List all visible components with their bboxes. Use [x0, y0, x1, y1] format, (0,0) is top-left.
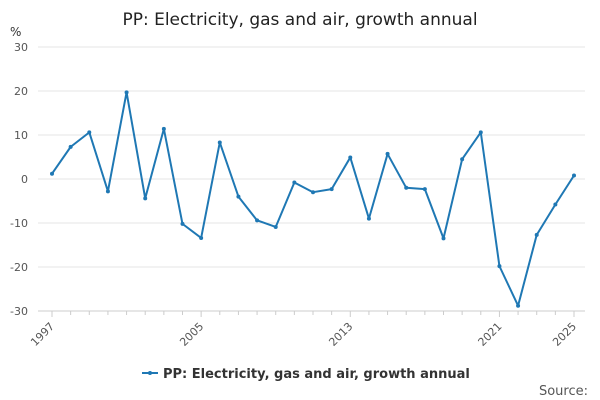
data-point[interactable]: [87, 130, 92, 135]
series-layer: [50, 90, 576, 308]
data-point[interactable]: [236, 194, 241, 199]
legend-marker-swatch: [148, 371, 152, 375]
x-tick-label: 2021: [476, 320, 505, 349]
y-axis-unit-label: %: [10, 25, 21, 39]
x-axis: [38, 310, 585, 317]
y-tick-label: -20: [10, 261, 28, 274]
data-point[interactable]: [572, 173, 576, 178]
data-point[interactable]: [292, 180, 297, 185]
data-point[interactable]: [105, 189, 110, 194]
data-point[interactable]: [124, 90, 129, 95]
data-point[interactable]: [404, 185, 409, 190]
y-tick-label: 0: [21, 173, 28, 186]
x-tick-label: 2005: [177, 320, 206, 349]
data-point[interactable]: [217, 140, 222, 145]
data-point[interactable]: [366, 216, 371, 221]
chart-title: PP: Electricity, gas and air, growth ann…: [122, 10, 477, 30]
x-tick-label: 1997: [28, 320, 57, 349]
data-point[interactable]: [329, 187, 334, 192]
data-point[interactable]: [199, 235, 204, 240]
y-tick-label: 30: [14, 41, 28, 54]
series-line: [51, 91, 575, 307]
data-point[interactable]: [180, 221, 185, 226]
data-point[interactable]: [460, 157, 465, 162]
source-label: Source:: [539, 384, 588, 399]
legend-label: PP: Electricity, gas and air, growth ann…: [163, 367, 470, 382]
x-tick-label: 2013: [326, 320, 355, 349]
legend[interactable]: PP: Electricity, gas and air, growth ann…: [142, 367, 470, 382]
data-point[interactable]: [422, 187, 427, 192]
data-point[interactable]: [534, 232, 539, 237]
y-tick-label: 20: [14, 85, 28, 98]
data-point[interactable]: [143, 196, 148, 201]
grid-lines: [38, 46, 585, 312]
data-point[interactable]: [68, 144, 73, 149]
data-point[interactable]: [516, 303, 521, 308]
data-point[interactable]: [478, 130, 483, 135]
x-axis-tick-labels: 1997 2005 2013 2021 2025: [28, 320, 579, 349]
data-point[interactable]: [553, 202, 558, 207]
y-axis-tick-labels: -30 -20 -10 0 10 20 30: [10, 41, 28, 318]
data-point[interactable]: [497, 264, 502, 269]
data-point[interactable]: [348, 155, 353, 160]
x-tick-label: 2025: [550, 320, 579, 349]
y-tick-label: -30: [10, 305, 28, 318]
data-point[interactable]: [50, 171, 54, 176]
data-point[interactable]: [255, 218, 260, 223]
y-tick-label: 10: [14, 129, 28, 142]
data-point[interactable]: [385, 151, 390, 156]
data-point[interactable]: [273, 224, 278, 229]
data-point[interactable]: [441, 236, 446, 241]
data-point[interactable]: [311, 190, 315, 195]
y-tick-label: -10: [10, 217, 28, 230]
data-point[interactable]: [161, 126, 166, 131]
